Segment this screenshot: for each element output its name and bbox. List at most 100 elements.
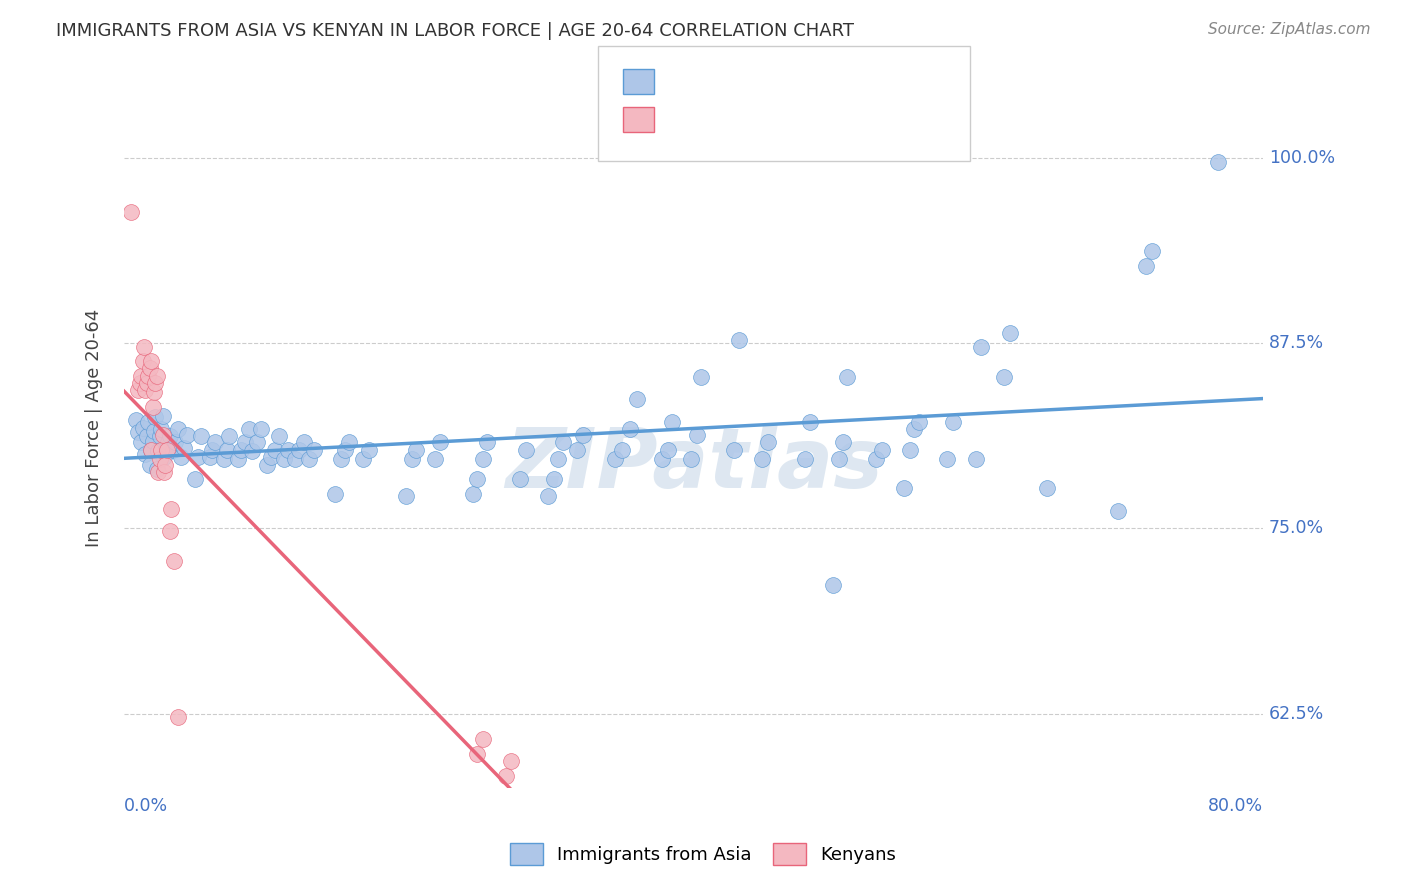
- Y-axis label: In Labor Force | Age 20-64: In Labor Force | Age 20-64: [86, 310, 103, 548]
- Point: [260, 450, 283, 465]
- Text: R = -0.540   N =  41: R = -0.540 N = 41: [662, 106, 880, 124]
- Point: [661, 415, 683, 429]
- Point: [865, 451, 887, 466]
- Text: 87.5%: 87.5%: [1268, 334, 1324, 352]
- Point: [165, 435, 187, 450]
- Point: [142, 434, 165, 448]
- Point: [167, 710, 190, 724]
- Point: [141, 353, 163, 368]
- Point: [120, 205, 142, 219]
- Point: [329, 451, 352, 466]
- Point: [201, 442, 224, 457]
- Point: [131, 420, 153, 434]
- Point: [143, 424, 166, 438]
- Point: [401, 451, 423, 466]
- Point: [215, 442, 238, 457]
- Point: [250, 422, 273, 436]
- Point: [127, 384, 149, 398]
- Point: [1107, 503, 1129, 517]
- Point: [176, 428, 198, 442]
- Point: [256, 458, 278, 472]
- Point: [145, 376, 167, 390]
- Point: [537, 489, 560, 503]
- Point: [565, 442, 588, 457]
- Point: [429, 435, 451, 450]
- Point: [756, 435, 779, 450]
- Point: [465, 747, 488, 761]
- Point: [135, 376, 157, 390]
- Point: [139, 361, 162, 376]
- Point: [160, 502, 183, 516]
- Point: [898, 442, 921, 457]
- Point: [1035, 482, 1057, 496]
- Point: [903, 422, 925, 436]
- Point: [152, 409, 174, 423]
- Point: [870, 442, 893, 457]
- Point: [264, 442, 287, 457]
- Point: [292, 435, 315, 450]
- Point: [146, 462, 169, 476]
- Text: R =   0.186   N = 107: R = 0.186 N = 107: [662, 67, 890, 85]
- Point: [124, 413, 146, 427]
- Point: [269, 429, 291, 443]
- Point: [204, 435, 226, 450]
- Point: [942, 415, 965, 429]
- Point: [998, 326, 1021, 340]
- Point: [626, 392, 648, 407]
- Point: [142, 400, 165, 414]
- Point: [155, 458, 177, 472]
- Point: [1206, 155, 1229, 169]
- Point: [837, 370, 859, 384]
- Point: [131, 353, 153, 368]
- Point: [689, 370, 711, 384]
- Point: [936, 451, 959, 466]
- Point: [461, 487, 484, 501]
- Point: [657, 442, 679, 457]
- Point: [149, 429, 172, 443]
- Point: [245, 435, 267, 450]
- Point: [993, 370, 1015, 384]
- Point: [238, 422, 260, 436]
- Point: [159, 429, 181, 443]
- Point: [571, 428, 593, 442]
- Point: [337, 435, 360, 450]
- Point: [129, 368, 152, 383]
- Point: [184, 473, 207, 487]
- Text: 100.0%: 100.0%: [1268, 149, 1336, 167]
- Text: 62.5%: 62.5%: [1268, 705, 1324, 723]
- Point: [323, 487, 346, 501]
- Point: [288, 442, 311, 457]
- Point: [212, 451, 235, 466]
- Point: [148, 465, 170, 479]
- Legend: Immigrants from Asia, Kenyans: Immigrants from Asia, Kenyans: [501, 834, 905, 874]
- Point: [284, 451, 307, 466]
- Point: [651, 451, 673, 466]
- Point: [141, 442, 163, 457]
- Point: [218, 429, 240, 443]
- Point: [146, 368, 169, 383]
- Point: [132, 341, 155, 355]
- Point: [190, 429, 212, 443]
- Point: [148, 444, 170, 458]
- Point: [163, 554, 186, 568]
- Text: 80.0%: 80.0%: [1208, 797, 1263, 815]
- Point: [145, 410, 167, 425]
- Point: [477, 435, 499, 450]
- Point: [135, 429, 157, 443]
- Point: [198, 450, 221, 465]
- Text: 0.0%: 0.0%: [124, 797, 169, 815]
- Point: [685, 428, 707, 442]
- Point: [1140, 244, 1163, 258]
- Point: [547, 451, 569, 466]
- Point: [799, 415, 821, 429]
- Point: [240, 444, 263, 458]
- Point: [143, 384, 166, 399]
- Point: [173, 442, 195, 456]
- Point: [501, 755, 523, 769]
- Point: [141, 442, 163, 457]
- Point: [551, 435, 574, 450]
- Point: [138, 415, 160, 429]
- Point: [129, 435, 152, 450]
- Point: [153, 465, 176, 479]
- Point: [907, 415, 929, 429]
